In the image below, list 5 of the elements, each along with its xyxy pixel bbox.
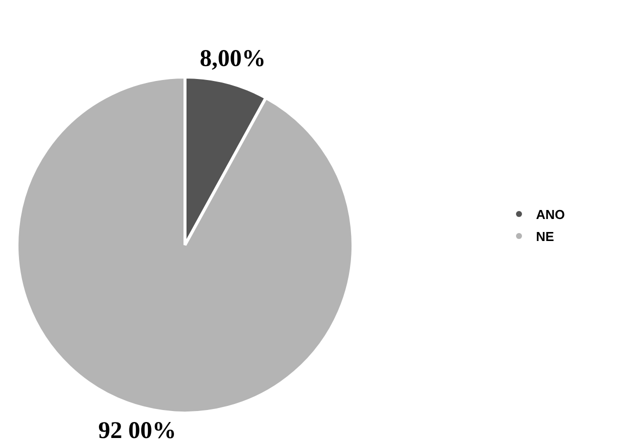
legend-label: NE	[536, 228, 554, 244]
data-label: 8,00%	[200, 46, 266, 72]
pie-slice	[16, 76, 354, 414]
legend-label: ANO	[536, 206, 565, 222]
data-label: 92 00%	[98, 418, 176, 444]
